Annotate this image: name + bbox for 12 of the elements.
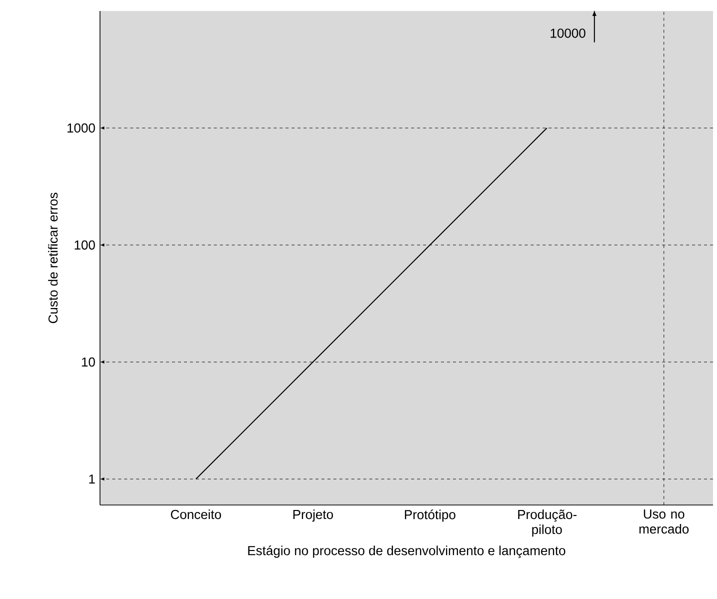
y-axis-title: Custo de retificar erros bbox=[48, 192, 58, 324]
x-tick-label: Protótipo bbox=[404, 510, 456, 522]
y-tick-label: 1000 bbox=[68, 123, 95, 133]
y-tick-label: 10 bbox=[82, 357, 95, 367]
y-tick-label: 100 bbox=[74, 240, 95, 250]
y-tick-label: 1 bbox=[89, 474, 95, 484]
x-tick-label: Uso no mercado bbox=[639, 510, 689, 534]
x-tick-label: Conceito bbox=[170, 510, 222, 520]
x-tick-label: Projeto bbox=[293, 510, 333, 522]
x-tick-label: Produção-piloto bbox=[518, 510, 577, 537]
x-axis-title: Estágio no processo de desenvolvimento e lançamento bbox=[248, 546, 566, 558]
annotation: 10000 bbox=[550, 28, 586, 38]
